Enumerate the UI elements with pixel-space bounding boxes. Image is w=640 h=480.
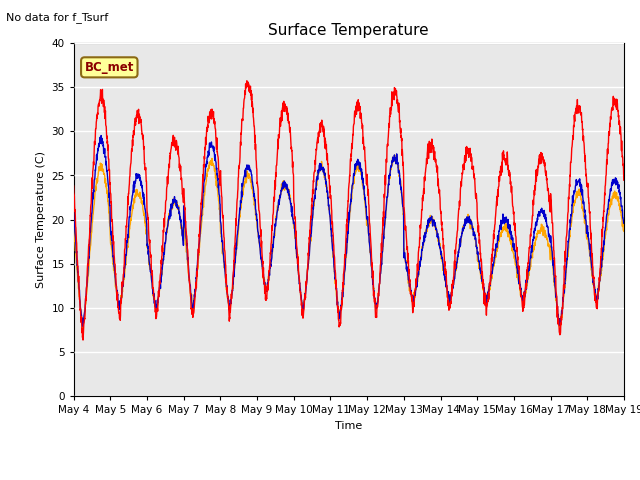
X-axis label: Time: Time — [335, 420, 362, 431]
Legend: NR01_Tsurf, NR01_PRT, AirT: NR01_Tsurf, NR01_PRT, AirT — [208, 479, 490, 480]
Title: Surface Temperature: Surface Temperature — [269, 23, 429, 38]
Y-axis label: Surface Temperature (C): Surface Temperature (C) — [36, 151, 46, 288]
Text: BC_met: BC_met — [84, 61, 134, 74]
Text: No data for f_Tsurf: No data for f_Tsurf — [6, 12, 109, 23]
